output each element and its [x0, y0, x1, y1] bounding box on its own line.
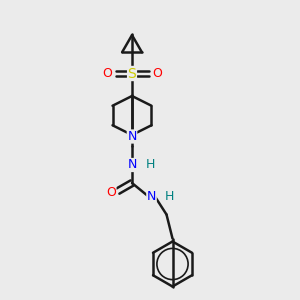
Text: N: N [147, 190, 156, 203]
Text: S: S [128, 67, 136, 80]
Text: O: O [102, 67, 112, 80]
Text: H: H [145, 158, 155, 172]
Text: N: N [127, 130, 137, 143]
Text: N: N [127, 158, 137, 172]
Text: O: O [106, 185, 116, 199]
Text: O: O [152, 67, 162, 80]
Text: H: H [165, 190, 174, 203]
